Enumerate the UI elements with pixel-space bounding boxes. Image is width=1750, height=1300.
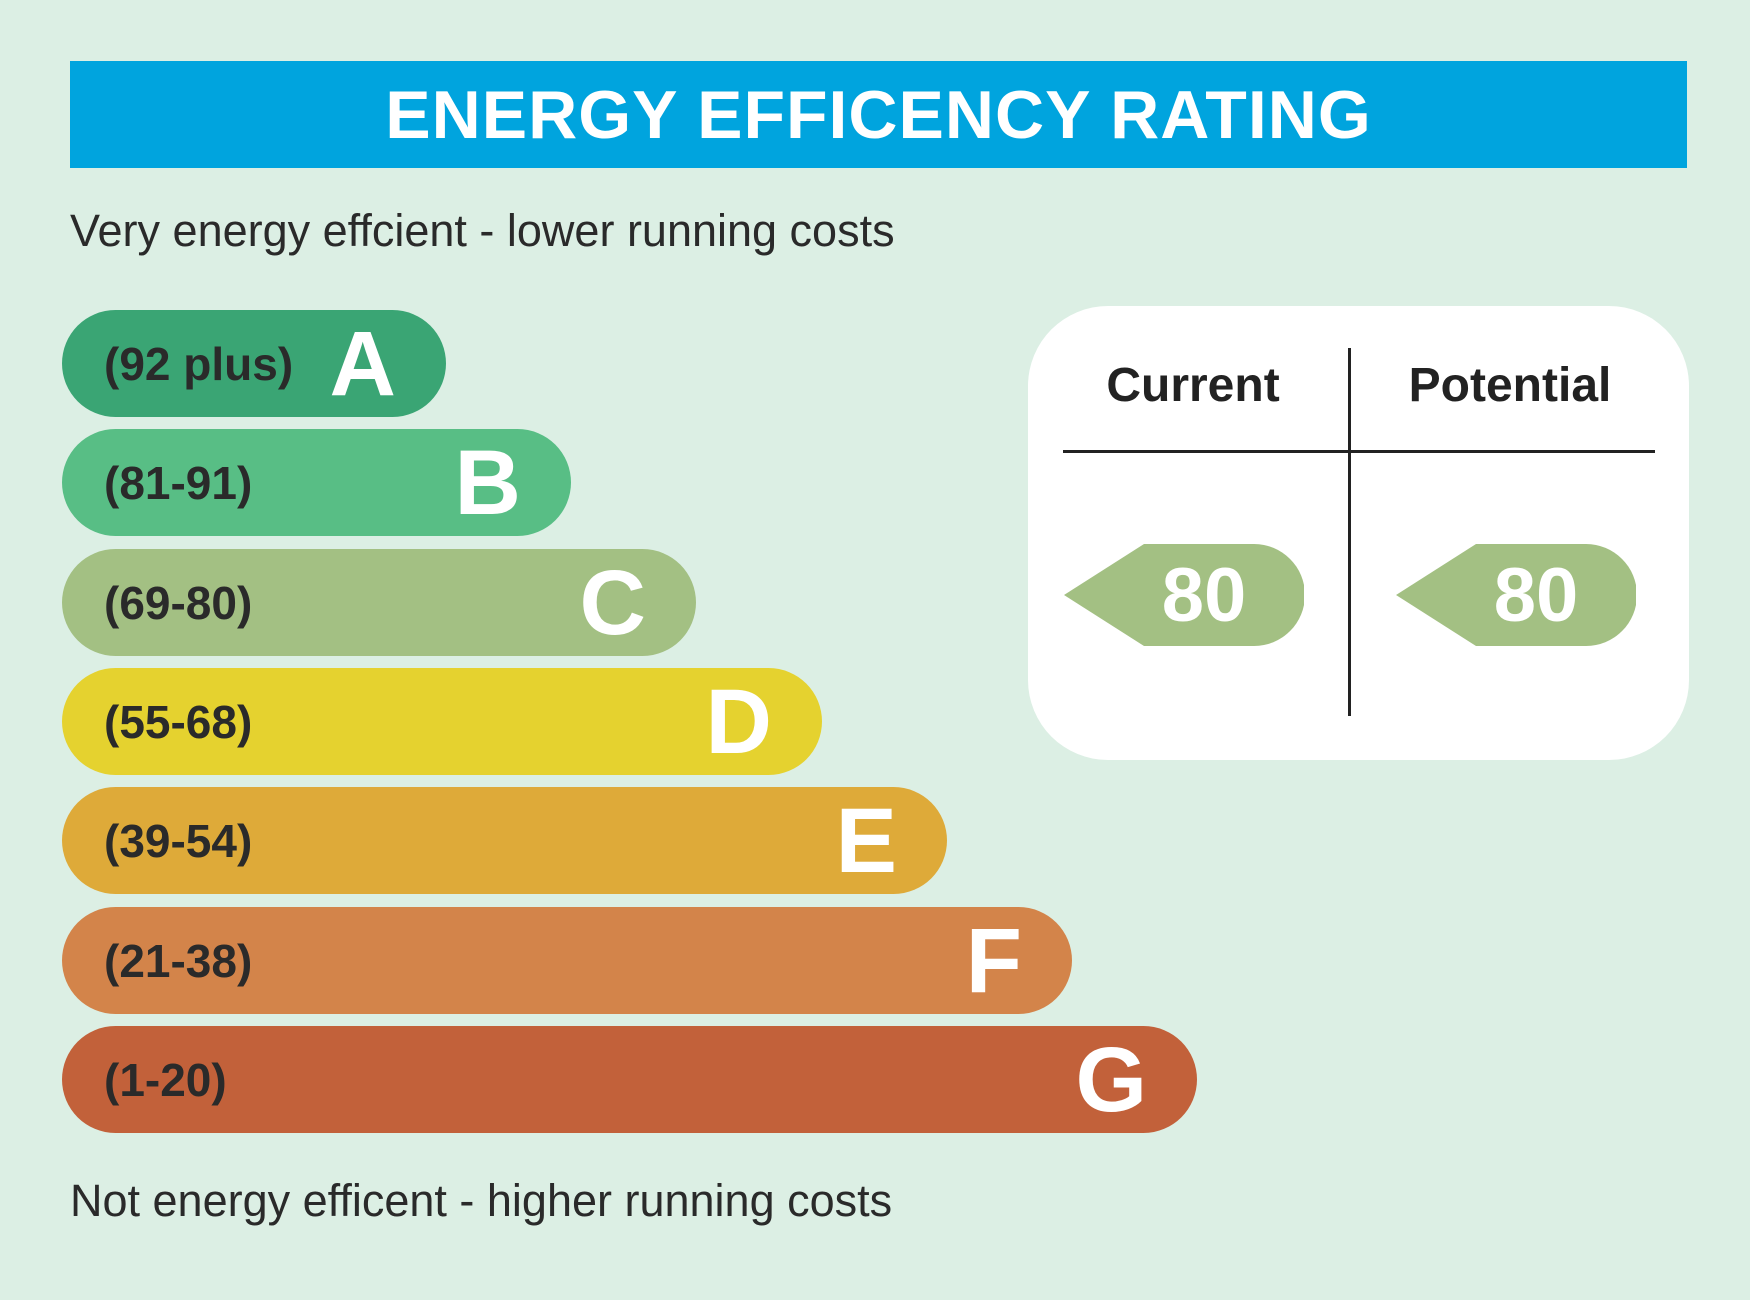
caption-bottom: Not energy efficent - higher running cos… (70, 1175, 893, 1226)
potential-rating-arrow: 80 (1396, 544, 1636, 646)
band-g: (1-20) G (62, 1026, 1197, 1133)
band-range-label: (1-20) (104, 1053, 227, 1106)
band-letter: G (1075, 1028, 1147, 1131)
band-range-label: (21-38) (104, 934, 253, 987)
potential-header: Potential (1408, 359, 1612, 412)
band-d: (55-68) D (62, 668, 822, 775)
potential-rating-value: 80 (1493, 552, 1579, 638)
rating-panel: Current Potential 80 80 (1028, 306, 1689, 760)
current-header: Current (1106, 359, 1280, 412)
band-letter: F (965, 909, 1022, 1012)
band-range-label: (92 plus) (104, 337, 294, 390)
band-e: (39-54) E (62, 787, 947, 894)
band-range-label: (81-91) (104, 456, 253, 509)
title-banner: ENERGY EFFICENCY RATING (70, 61, 1687, 168)
vertical-divider (1348, 348, 1351, 716)
horizontal-divider (1063, 450, 1655, 453)
band-range-label: (69-80) (104, 576, 253, 629)
page-title: ENERGY EFFICENCY RATING (385, 76, 1372, 153)
band-range-label: (39-54) (104, 814, 253, 867)
band-a: (92 plus) A (62, 310, 446, 417)
band-letter: D (705, 670, 772, 773)
band-b: (81-91) B (62, 429, 571, 536)
band-letter: C (579, 551, 646, 654)
band-range-label: (55-68) (104, 695, 253, 748)
band-letter: A (329, 312, 396, 415)
band-letter: B (454, 431, 521, 534)
band-c: (69-80) C (62, 549, 696, 656)
current-rating-value: 80 (1161, 552, 1247, 638)
caption-top: Very energy effcient - lower running cos… (70, 205, 895, 256)
band-f: (21-38) F (62, 907, 1072, 1014)
current-rating-arrow: 80 (1064, 544, 1304, 646)
band-letter: E (835, 789, 897, 892)
